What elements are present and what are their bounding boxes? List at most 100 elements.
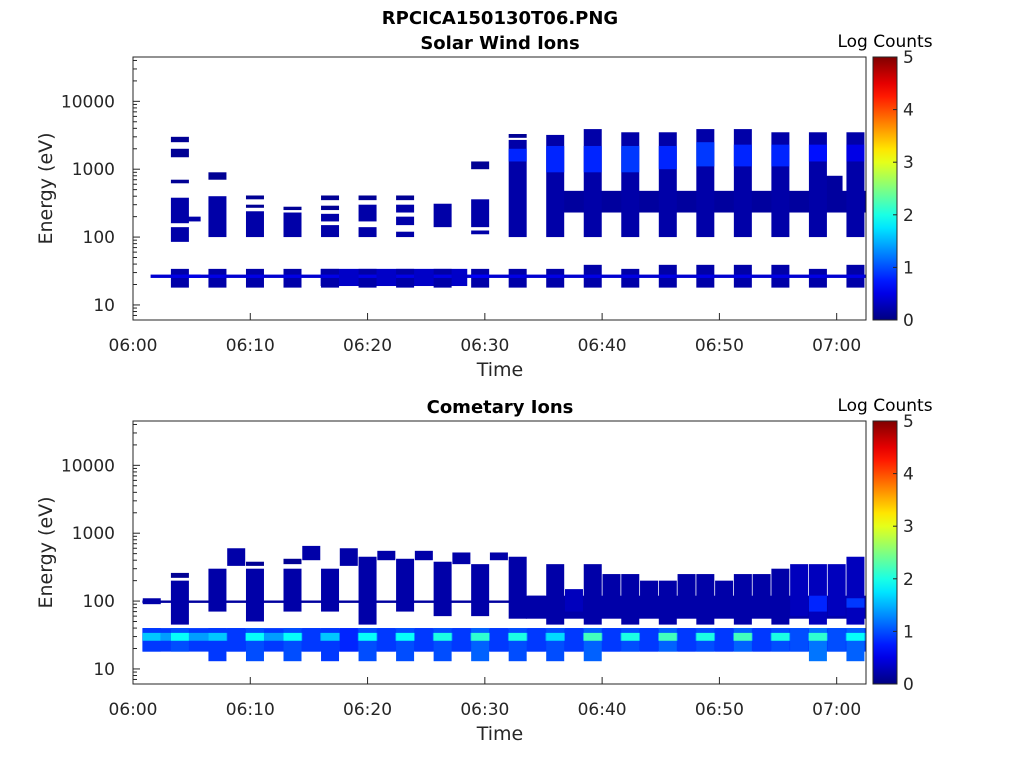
count-cell: [658, 580, 677, 625]
count-cell: [414, 550, 433, 561]
count-cell: [546, 564, 565, 625]
count-cell: [321, 205, 340, 211]
colorbar-tick-label: 3: [903, 517, 914, 537]
x-tick-label: 06:00: [109, 336, 158, 356]
count-cell: [508, 139, 527, 238]
count-cell: [846, 598, 865, 608]
x-tick-label: 06:50: [695, 700, 744, 720]
count-cell: [170, 632, 189, 641]
x-tick-label: 07:00: [812, 336, 861, 356]
count-cell: [245, 568, 264, 622]
count-cell: [790, 628, 809, 652]
count-cell: [396, 195, 415, 201]
count-cell: [583, 145, 602, 173]
count-cell: [414, 628, 433, 652]
axes-frame: [132, 420, 867, 685]
count-cell: [142, 598, 161, 605]
spectrogram: [150, 129, 866, 288]
colorbar: [872, 56, 898, 321]
y-tick-label: 10000: [61, 92, 115, 112]
count-cell: [283, 274, 302, 278]
count-cell: [527, 595, 546, 617]
colorbar-tick-label: 2: [903, 570, 914, 590]
count-cell: [170, 274, 189, 278]
count-cell: [489, 628, 508, 652]
count-cell: [321, 195, 340, 201]
count-cell: [170, 580, 189, 625]
count-cell: [564, 628, 583, 652]
count-cell: [583, 632, 602, 641]
count-cell: [564, 589, 583, 612]
count-cell: [640, 628, 659, 652]
count-cell: [208, 268, 227, 288]
count-cell: [696, 574, 715, 625]
count-cell: [283, 632, 302, 641]
count-cell: [170, 136, 189, 143]
count-cell: [321, 274, 340, 278]
count-cell: [621, 145, 640, 173]
y-tick-label: 100: [83, 592, 115, 612]
x-axis-label: Time: [476, 723, 524, 745]
count-cell: [170, 227, 189, 242]
count-cell: [677, 574, 696, 612]
colorbar-tick-label: 3: [903, 153, 914, 173]
count-cell: [715, 628, 734, 652]
count-cell: [396, 204, 415, 213]
count-cell: [658, 632, 677, 641]
count-cell: [846, 556, 865, 625]
count-cell: [546, 145, 565, 173]
count-cell: [583, 129, 602, 238]
count-cell: [358, 556, 377, 625]
count-cell: [546, 274, 565, 278]
count-cell: [508, 632, 527, 641]
count-cell: [508, 556, 527, 619]
count-cell: [302, 628, 321, 652]
count-cell: [245, 274, 264, 278]
count-cell: [170, 148, 189, 158]
count-cell: [245, 204, 264, 208]
colorbar-tick-label: 5: [903, 48, 914, 68]
y-tick-label: 1000: [72, 524, 115, 544]
count-cell: [433, 632, 452, 641]
count-cell: [396, 231, 415, 238]
x-tick-label: 06:10: [226, 700, 275, 720]
colorbar-tick-label: 4: [903, 465, 914, 485]
count-cell: [358, 274, 377, 278]
count-cell: [733, 574, 752, 625]
count-cell: [771, 568, 790, 625]
count-cell: [489, 552, 508, 561]
count-cell: [358, 268, 377, 288]
count-cell: [471, 632, 490, 641]
y-tick-label: 1000: [72, 160, 115, 180]
count-cell: [208, 274, 227, 278]
count-cell: [396, 632, 415, 641]
count-cell: [846, 144, 865, 162]
count-cell: [827, 564, 846, 617]
count-cell: [715, 580, 734, 617]
count-cell: [752, 574, 771, 617]
count-cell: [808, 274, 827, 278]
colorbar-tick-label: 0: [903, 311, 914, 331]
count-cell: [771, 632, 790, 641]
count-cell: [170, 179, 189, 184]
count-cell: [170, 572, 189, 578]
y-axis-label: Energy (eV): [35, 132, 57, 244]
count-cell: [208, 632, 227, 641]
count-cell: [208, 172, 227, 180]
count-cell: [321, 225, 340, 238]
y-tick-label: 10000: [61, 456, 115, 476]
count-cell: [433, 203, 452, 228]
count-cell: [321, 568, 340, 612]
count-cell: [471, 564, 490, 617]
count-cell: [358, 227, 377, 238]
y-tick-label: 10: [93, 660, 115, 680]
count-cell: [808, 268, 827, 288]
count-cell: [808, 144, 827, 162]
count-cell: [771, 274, 790, 278]
count-cell: [621, 268, 640, 288]
x-tick-label: 06:50: [695, 336, 744, 356]
count-cell: [471, 268, 490, 288]
count-cell: [433, 561, 452, 617]
count-cell: [677, 628, 696, 652]
